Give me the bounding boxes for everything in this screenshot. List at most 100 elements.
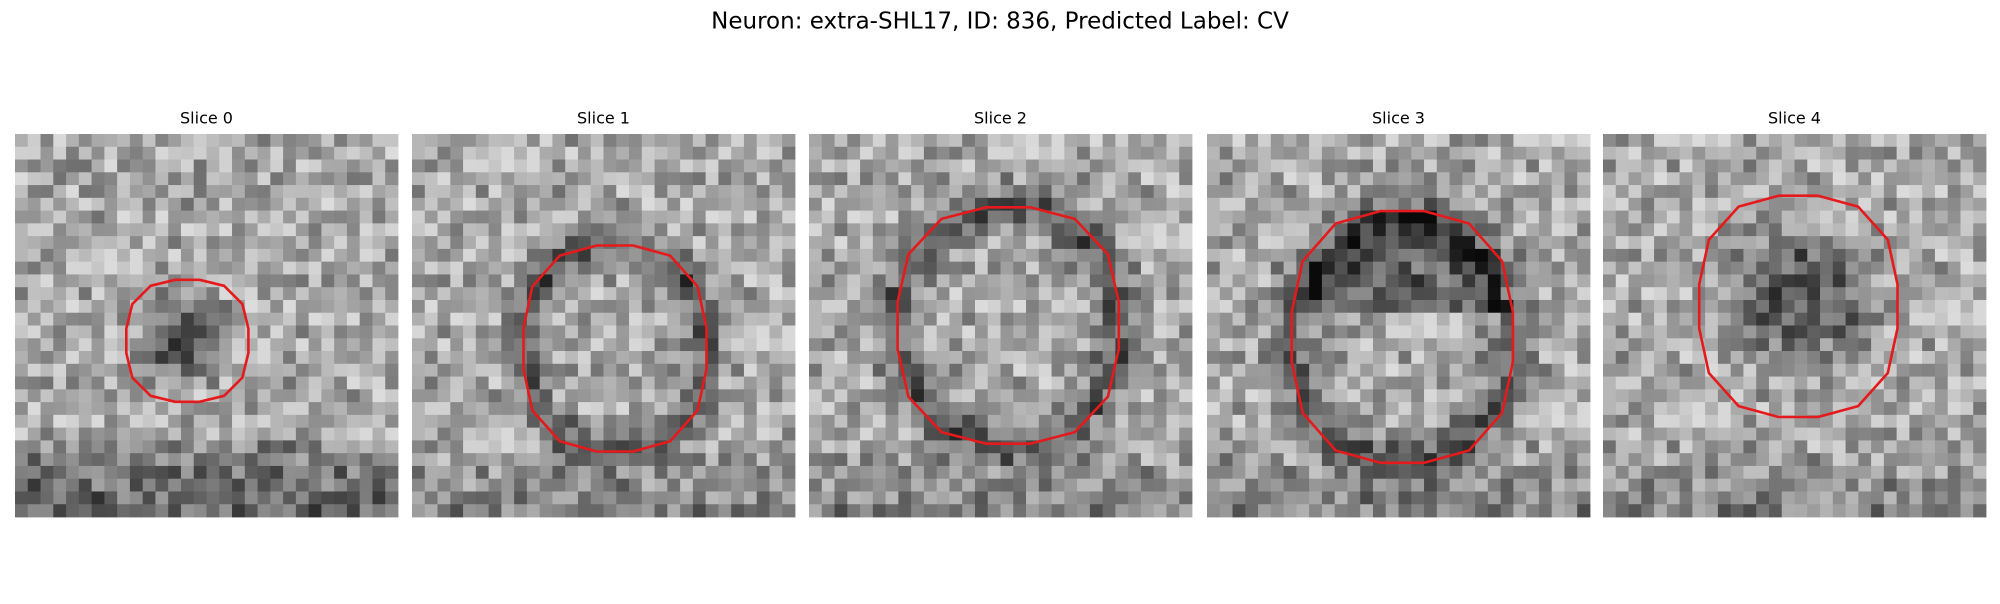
pixel	[987, 159, 1001, 173]
pixel	[1013, 197, 1027, 211]
pixel	[552, 465, 566, 480]
pixel	[1115, 389, 1129, 403]
pixel	[15, 172, 29, 186]
pixel	[565, 197, 579, 211]
pixel	[308, 299, 322, 314]
pixel	[1960, 478, 1974, 492]
pixel	[463, 210, 477, 224]
pixel	[1564, 134, 1578, 148]
pixel	[1500, 478, 1514, 492]
pixel	[1102, 465, 1116, 480]
pixel	[283, 274, 297, 288]
pixel	[923, 210, 938, 224]
pixel	[641, 338, 655, 352]
pixel	[1487, 197, 1502, 211]
pixel	[885, 197, 899, 211]
pixel	[1207, 236, 1221, 250]
pixel	[1013, 223, 1027, 237]
pixel	[1934, 312, 1949, 326]
pixel	[641, 465, 655, 480]
pixel	[1077, 261, 1091, 275]
pixel	[244, 402, 258, 416]
pixel	[1232, 261, 1246, 275]
pixel	[539, 248, 553, 263]
pixel	[1820, 402, 1834, 416]
pixel	[1128, 134, 1142, 148]
pixel	[936, 146, 950, 160]
pixel	[1922, 491, 1936, 505]
pixel	[1347, 491, 1361, 505]
pixel	[1628, 453, 1642, 467]
pixel	[680, 210, 694, 224]
pixel	[1781, 146, 1795, 160]
pixel	[91, 478, 105, 492]
pixel	[1102, 453, 1116, 467]
pixel	[1283, 453, 1297, 467]
pixel	[616, 146, 630, 160]
pixel	[193, 236, 207, 250]
pixel	[91, 172, 105, 186]
pixel	[1807, 312, 1821, 326]
pixel	[1179, 338, 1193, 352]
pixel	[514, 134, 528, 148]
pixel	[821, 453, 835, 467]
pixel	[1564, 274, 1578, 288]
pixel	[385, 287, 399, 301]
pixel	[1077, 134, 1091, 148]
pixel	[1436, 172, 1450, 186]
pixel	[1398, 172, 1412, 186]
pixel	[193, 325, 207, 339]
pixel	[809, 185, 823, 199]
pixel	[641, 134, 655, 148]
pixel	[463, 376, 477, 390]
pixel	[1960, 223, 1974, 237]
pixel	[1411, 376, 1425, 390]
pixel	[1794, 504, 1808, 518]
pixel	[1820, 491, 1834, 505]
pixel	[1781, 478, 1795, 492]
pixel	[1475, 453, 1489, 467]
pixel	[1258, 389, 1272, 403]
pixel	[1128, 402, 1142, 416]
pixel	[885, 427, 899, 441]
pixel	[616, 491, 630, 505]
pixel	[1564, 248, 1578, 263]
pixel	[1513, 210, 1527, 224]
pixel	[437, 325, 451, 339]
pixel	[1603, 465, 1617, 480]
pixel	[1166, 197, 1180, 211]
pixel	[1424, 325, 1438, 339]
pixel	[911, 376, 925, 390]
pixel	[91, 453, 105, 467]
pixel	[27, 402, 41, 416]
pixel	[283, 287, 297, 301]
pixel	[1207, 312, 1221, 326]
pixel	[117, 185, 131, 199]
pixel	[1781, 465, 1795, 480]
pixel	[1089, 363, 1104, 377]
pixel	[78, 274, 92, 288]
pixel	[872, 197, 886, 211]
pixel	[1038, 402, 1052, 416]
pixel	[860, 146, 874, 160]
pixel	[1896, 261, 1910, 275]
pixel	[641, 351, 655, 365]
pixel	[1756, 134, 1770, 148]
pixel	[206, 414, 220, 429]
pixel	[1449, 185, 1463, 199]
pixel	[1128, 504, 1142, 518]
pixel	[809, 453, 823, 467]
pixel	[1730, 299, 1744, 314]
pixel	[1309, 197, 1323, 211]
pixel	[142, 363, 156, 377]
pixel	[1360, 146, 1374, 160]
pixel	[334, 261, 348, 275]
pixel	[1077, 338, 1091, 352]
pixel	[321, 491, 335, 505]
pixel	[257, 363, 271, 377]
pixel	[526, 299, 541, 314]
pixel	[834, 389, 848, 403]
pixel	[15, 389, 29, 403]
pixel	[1207, 363, 1221, 377]
pixel	[923, 274, 938, 288]
